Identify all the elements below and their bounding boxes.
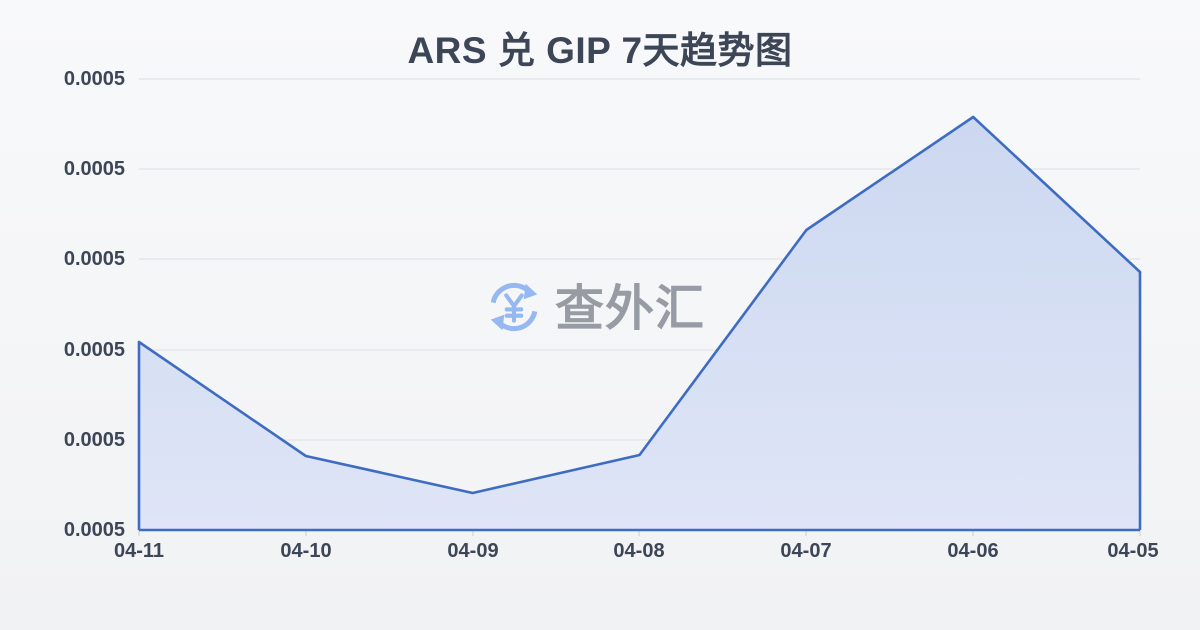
x-axis-tick-label: 04-06 — [947, 540, 999, 562]
x-axis-tick-label: 04-09 — [447, 540, 499, 562]
x-axis-tick-label: 04-11 — [113, 540, 165, 562]
y-axis-tick-label: 0.0005 — [63, 158, 125, 180]
x-axis-tick-label: 04-10 — [280, 540, 332, 562]
page-title: ARS 兑 GIP 7天趋势图 — [407, 30, 793, 71]
y-axis-tick-label: 0.0005 — [63, 519, 125, 541]
x-axis-tick-label: 04-05 — [1107, 540, 1159, 562]
x-axis-tick-label: 04-07 — [780, 540, 832, 562]
y-axis-tick-label: 0.0005 — [63, 339, 125, 361]
series-area-fill — [139, 117, 1140, 530]
x-axis-tick-label: 04-08 — [613, 540, 665, 562]
y-axis-tick-label: 0.0005 — [63, 248, 125, 270]
y-axis-tick-label: 0.0005 — [63, 429, 125, 451]
series-line — [137, 115, 1142, 495]
y-axis-tick-label: 0.0005 — [63, 68, 125, 90]
